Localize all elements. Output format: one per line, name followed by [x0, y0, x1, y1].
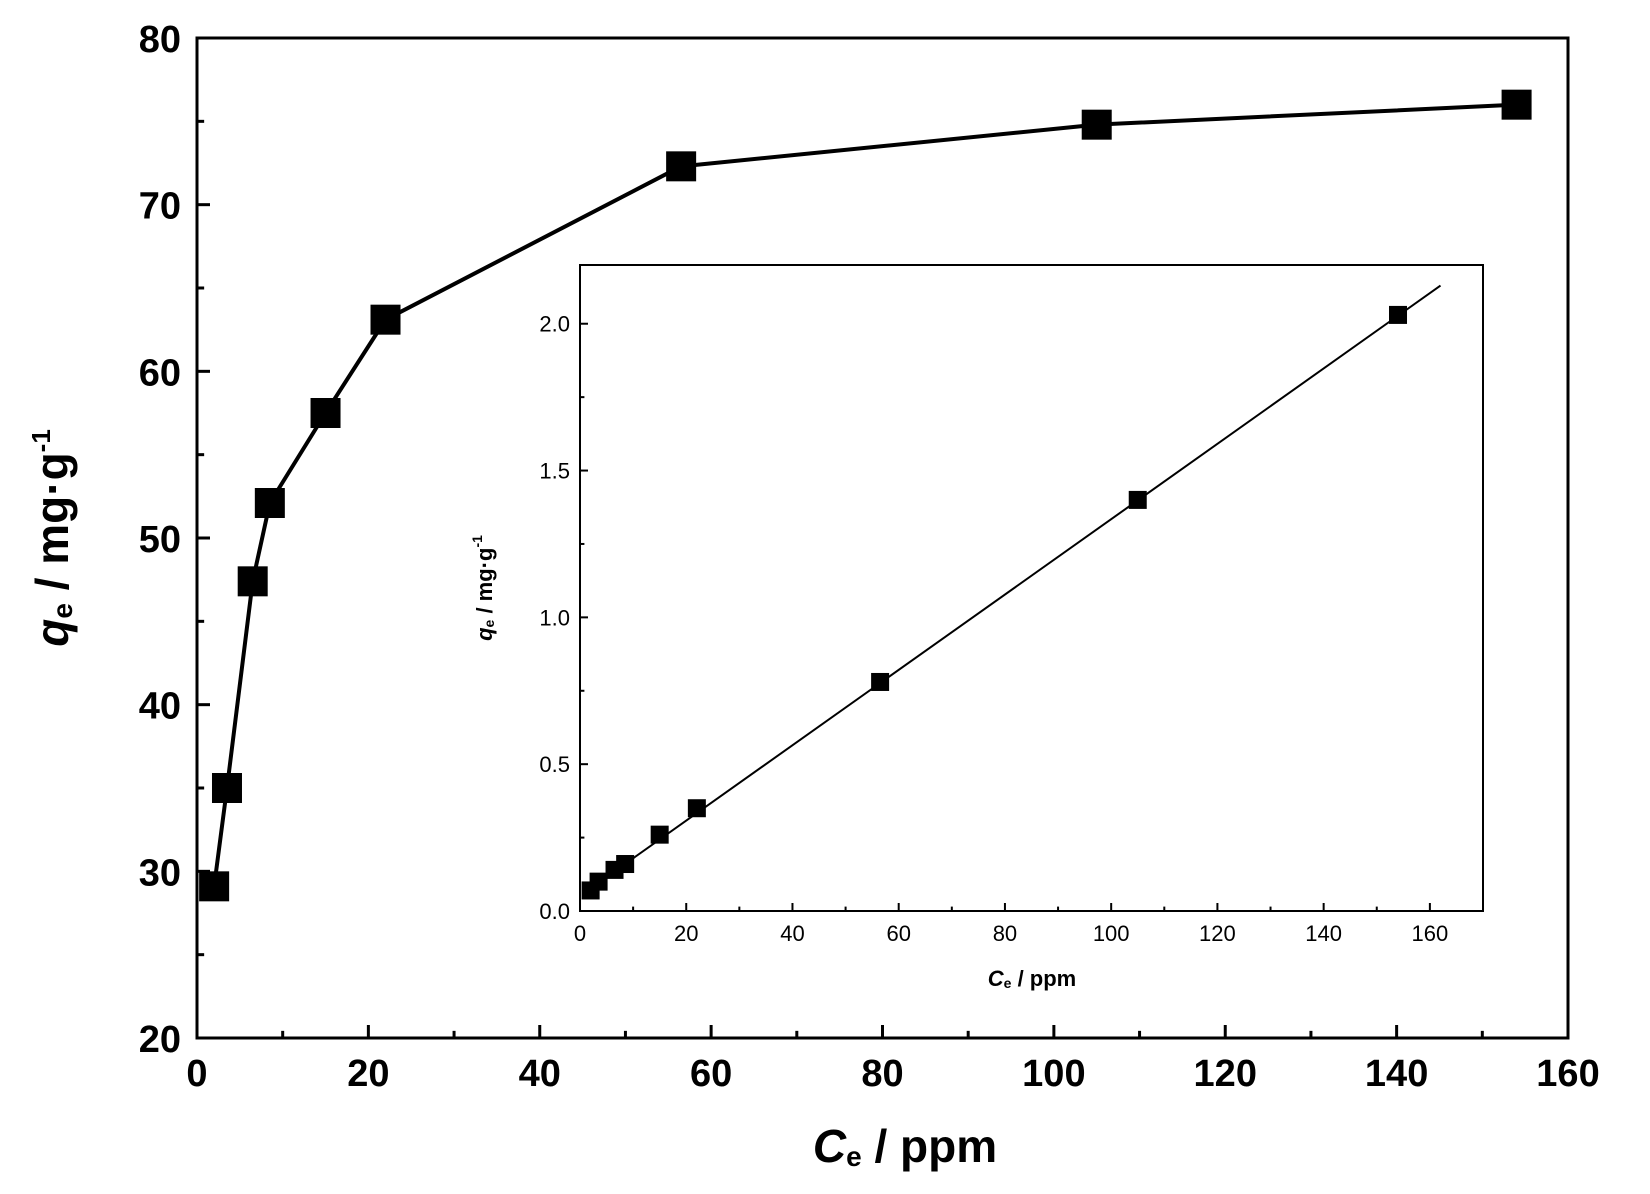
x-tick-label: 0	[574, 921, 586, 946]
x-tick-label: 60	[690, 1053, 732, 1095]
x-tick-label: 140	[1365, 1053, 1428, 1095]
y-tick-label: 2.0	[539, 312, 570, 337]
data-point-marker	[650, 825, 669, 844]
data-point-marker	[254, 488, 285, 518]
y-tick-label: 70	[139, 186, 181, 228]
data-point-marker	[1081, 109, 1112, 140]
y-tick-label: 0.0	[539, 899, 570, 924]
inset-chart: 0 20 40 60 80 100 120 140 160 0.0 0.5 1.0 1.5 2.0 Ce /…	[469, 264, 1484, 991]
x-tick-label: 0	[186, 1053, 207, 1095]
x-tick-label: 100	[1022, 1053, 1085, 1095]
y-tick-label: 1.5	[539, 459, 570, 484]
data-point-marker	[666, 151, 697, 182]
x-tick-label: 160	[1412, 921, 1449, 946]
plot-frame	[579, 264, 1484, 912]
x-tick-label: 100	[1093, 921, 1130, 946]
data-point-marker	[687, 799, 706, 818]
y-tick-label: 30	[139, 852, 181, 894]
y-tick-label: 1.0	[539, 605, 570, 630]
y-tick-label: 80	[139, 19, 181, 61]
y-tick-label: 60	[139, 352, 181, 394]
data-point-marker	[237, 566, 268, 597]
x-tick-label: 20	[674, 921, 698, 946]
x-axis-title: Ce / ppm	[988, 966, 1076, 991]
fit-line	[584, 284, 1442, 894]
x-tick-label: 120	[1194, 1053, 1257, 1095]
data-point-marker	[310, 398, 341, 428]
x-tick-label: 140	[1305, 921, 1342, 946]
x-tick-label: 120	[1199, 921, 1236, 946]
x-tick-label: 20	[347, 1053, 389, 1095]
y-tick-label: 0.5	[539, 752, 570, 777]
data-point-marker	[370, 304, 401, 335]
x-tick-label: 40	[519, 1053, 561, 1095]
data-point-marker	[1501, 89, 1532, 120]
y-axis-title: qe / mg·g-1	[26, 429, 78, 647]
x-tick-label: 60	[886, 921, 910, 946]
x-tick-label: 80	[993, 921, 1017, 946]
y-axis-title: qe / mg·g-1	[469, 535, 497, 641]
x-tick-label: 80	[861, 1053, 903, 1095]
data-point-marker	[211, 773, 242, 803]
x-axis-title: Ce / ppm	[813, 1120, 997, 1172]
x-tick-label: 160	[1536, 1053, 1599, 1095]
data-point-marker	[199, 871, 230, 902]
y-tick-label: 20	[139, 1019, 181, 1061]
x-tick-label: 40	[780, 921, 804, 946]
y-tick-label: 50	[139, 519, 181, 561]
y-tick-label: 40	[139, 686, 181, 728]
